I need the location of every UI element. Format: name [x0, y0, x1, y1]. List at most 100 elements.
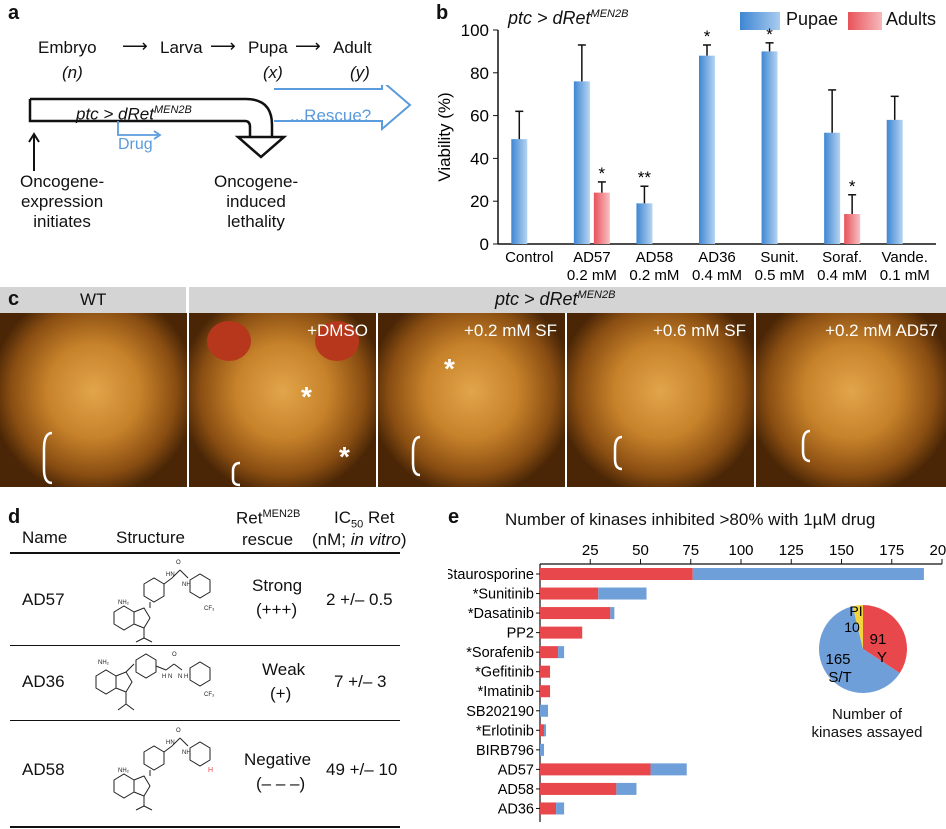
y-tick-label: SB202190 — [466, 704, 534, 720]
x-tick-label: 125 — [779, 542, 804, 559]
bar-st — [610, 607, 614, 619]
structure-ad58: NH₂ OHN NH H — [100, 722, 220, 822]
stage-pupa: Pupa — [248, 38, 288, 58]
bar-st — [693, 568, 924, 580]
stage-embryo: Embryo — [38, 38, 97, 58]
rescue-label: ...Rescue? — [290, 106, 371, 126]
x-tick-sublabel: 0.2 mM — [629, 267, 679, 284]
bar-pupae — [511, 139, 527, 244]
panel-d-letter: d — [8, 506, 20, 529]
bar-y — [540, 646, 558, 658]
pie-value-y: 91 — [870, 631, 887, 648]
stage-larva: Larva — [160, 38, 203, 58]
table-row-ic50: 2 +/– 0.5 — [326, 590, 393, 610]
y-tick-label: *Dasatinib — [468, 606, 534, 622]
svg-text:NH: NH — [182, 582, 191, 588]
significance-marker: * — [599, 164, 606, 183]
genotype-label: ptc > dRetMEN2B — [76, 104, 192, 125]
y-tick-label: *Gefitinib — [475, 665, 534, 681]
y-tick-label: 60 — [470, 107, 489, 126]
arrow-icon: ⟶ — [122, 36, 148, 57]
structure-ad57: NH₂ OHN NH CF₃ — [100, 556, 220, 644]
table-row-rescue: Negative — [244, 750, 311, 770]
svg-text:HN: HN — [166, 572, 175, 578]
col-name: Name — [22, 528, 67, 548]
svg-text:N H: N H — [178, 674, 188, 680]
panel-e-letter: e — [448, 506, 459, 529]
table-rule — [10, 720, 400, 721]
bar-st — [598, 588, 646, 600]
pie-label-st: S/T — [828, 669, 851, 686]
bar-y — [540, 724, 544, 736]
oncogene-lethality-note: Oncogene-induced lethality — [214, 172, 298, 232]
svg-text:HN: HN — [166, 740, 175, 746]
bar-pupae — [574, 81, 590, 244]
y-tick-label: 100 — [461, 21, 489, 40]
y-tick-label: *Sorafenib — [466, 645, 534, 661]
y-tick-label: *Sunitinib — [473, 587, 534, 603]
y-tick-label: AD58 — [498, 782, 534, 798]
hydrogen-highlight: H — [208, 767, 213, 774]
chart-e-title: Number of kinases inhibited >80% with 1µ… — [505, 510, 875, 530]
pie-value-st: 165 — [825, 651, 850, 668]
panel-c-letter: c — [8, 288, 19, 311]
x-tick-label: 50 — [632, 542, 649, 559]
pie-label-pi: PI — [849, 603, 862, 619]
timeline-diagram — [0, 85, 430, 185]
svg-text:NH₂: NH₂ — [98, 660, 110, 666]
bar-adults — [594, 193, 610, 244]
x-tick-label: 175 — [879, 542, 904, 559]
x-tick-label: 100 — [728, 542, 753, 559]
col-ic50-b: (nM; in vitro) — [312, 530, 406, 550]
x-tick-sublabel: 0.2 mM — [567, 267, 617, 284]
kinase-pie-chart: 91Y 165S/T PI10 — [816, 602, 910, 696]
stage-pupa-sub: (x) — [263, 63, 283, 83]
bar-adults — [844, 214, 860, 244]
table-rule — [10, 826, 400, 828]
x-tick-label: Vande. — [881, 249, 927, 266]
bar-y — [540, 666, 550, 678]
svg-text:NH: NH — [182, 750, 191, 756]
table-row-name: AD57 — [22, 590, 65, 610]
bar-pupae — [824, 133, 840, 244]
table-row-ic50: 49 +/– 10 — [326, 760, 397, 780]
y-tick-label: 0 — [480, 235, 489, 254]
significance-marker: * — [766, 25, 773, 44]
x-tick-label: Sunit. — [760, 249, 798, 266]
y-tick-label: *Imatinib — [478, 684, 534, 700]
genotype-header: ptc > dRetMEN2B — [495, 289, 615, 310]
svg-text:O: O — [172, 652, 177, 658]
bar-st — [651, 763, 687, 775]
x-tick-label: AD58 — [636, 249, 674, 266]
stage-adult-sub: (y) — [350, 63, 370, 83]
svg-text:O: O — [176, 560, 181, 566]
structure-ad36: NH₂ O H N N H CF₃ — [90, 648, 230, 718]
svg-text:H N: H N — [162, 674, 172, 680]
svg-text:NH₂: NH₂ — [118, 768, 130, 774]
y-tick-label: 40 — [470, 149, 489, 168]
significance-marker: * — [849, 177, 856, 196]
table-row-rescue-code: (– – –) — [256, 774, 305, 794]
bar-st — [540, 705, 548, 717]
pie-value-pi: 10 — [844, 619, 860, 635]
pie-label-y: Y — [877, 649, 887, 666]
panel-a-letter: a — [8, 2, 19, 25]
x-tick-label: 200 — [929, 542, 946, 559]
bar-pupae — [699, 56, 715, 244]
y-tick-label: AD57 — [498, 762, 534, 778]
x-tick-label: 75 — [682, 542, 699, 559]
oncogene-initiates-note: Oncogene-expression initiates — [20, 172, 104, 232]
x-tick-sublabel: 0.1 mM — [880, 267, 930, 284]
arrow-icon: ⟶ — [295, 36, 321, 57]
lethality-arrow-icon — [238, 137, 284, 157]
y-tick-label: AD36 — [498, 801, 534, 817]
bar-y — [540, 627, 582, 639]
svg-text:NH₂: NH₂ — [118, 600, 130, 606]
x-tick-sublabel: 0.4 mM — [817, 267, 867, 284]
stage-adult: Adult — [333, 38, 372, 58]
table-row-name: AD36 — [22, 672, 65, 692]
arrow-icon: ⟶ — [210, 36, 236, 57]
pie-title: Number of kinases assayed — [802, 706, 932, 742]
y-tick-label: 20 — [470, 192, 489, 211]
